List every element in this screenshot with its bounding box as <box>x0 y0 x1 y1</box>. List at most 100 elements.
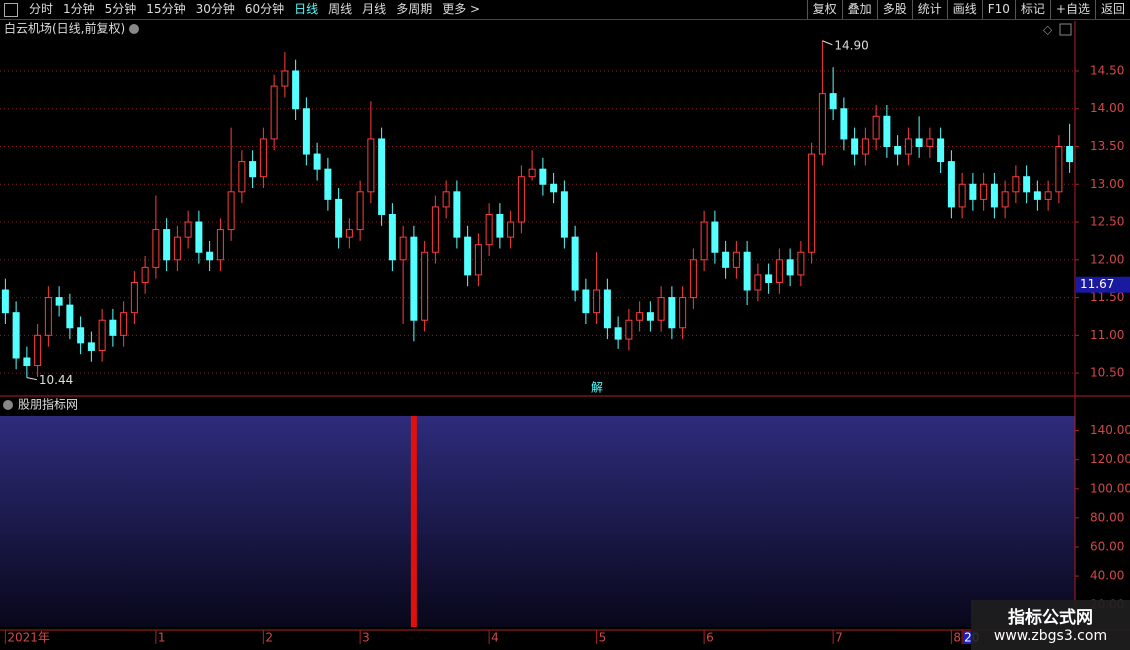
candle-body <box>195 221 203 253</box>
min-label: 10.44 <box>39 373 73 387</box>
candle-body <box>77 327 85 344</box>
period-tab[interactable]: 1分钟 <box>63 2 95 16</box>
candle-body <box>173 236 181 261</box>
candle-body <box>184 221 192 238</box>
candle-body <box>109 319 117 336</box>
dropdown-icon[interactable] <box>3 400 13 410</box>
chart-title: 白云机场(日线,前复权) <box>4 21 125 36</box>
y-tick-label: 14.00 <box>1090 101 1124 115</box>
y-tick-label: 12.50 <box>1090 215 1124 229</box>
candle-body <box>722 251 730 268</box>
candle-body <box>259 138 267 178</box>
candle-body <box>947 161 955 208</box>
candle-body <box>464 236 472 276</box>
period-tab[interactable]: 更多 > <box>442 2 481 16</box>
period-tab[interactable]: 多周期 <box>396 2 433 16</box>
candle-body <box>152 229 160 268</box>
tool-button[interactable]: F10 <box>981 0 1015 19</box>
period-tab[interactable]: 周线 <box>328 2 353 16</box>
dropdown-icon[interactable] <box>129 24 139 34</box>
pane-icon[interactable] <box>1059 23 1072 36</box>
x-tick-label: 1 <box>158 631 166 645</box>
candle-body <box>861 138 869 155</box>
indicator-title: 股朋指标网 <box>18 397 78 412</box>
y-tick-label: 11.00 <box>1090 328 1124 342</box>
candle-body <box>668 297 676 329</box>
signal-label: 解 <box>591 381 603 395</box>
candle-body <box>560 191 568 238</box>
candle-body <box>12 312 20 359</box>
candle-body <box>1044 191 1052 200</box>
period-tab[interactable]: 5分钟 <box>104 2 137 16</box>
candle-body <box>1 289 9 314</box>
candle-body <box>743 251 751 291</box>
candle-body <box>711 221 719 253</box>
tool-button[interactable]: 复权 <box>806 0 842 19</box>
period-tab[interactable]: 30分钟 <box>195 2 235 16</box>
candle-body <box>324 168 332 200</box>
candle-body <box>593 289 601 314</box>
watermark-url: www.zbgs3.com <box>993 628 1108 644</box>
y-tick-label: 13.50 <box>1090 139 1124 153</box>
period-tab[interactable]: 15分钟 <box>146 2 186 16</box>
candle-body <box>517 176 525 223</box>
candle-body <box>571 236 579 291</box>
candle-body <box>1012 176 1020 193</box>
period-tab[interactable]: 分时 <box>29 2 54 16</box>
x-tick-label: 4 <box>491 631 499 645</box>
candle-body <box>937 138 945 163</box>
max-label: 14.90 <box>834 38 868 52</box>
tool-button[interactable]: 画线 <box>946 0 982 19</box>
candle-body <box>130 281 138 314</box>
period-tab[interactable]: 日线 <box>294 2 319 16</box>
y-tick-label: 60.00 <box>1090 539 1124 553</box>
candle-body <box>410 236 418 321</box>
tool-button[interactable]: +自选 <box>1049 0 1095 19</box>
tool-button[interactable]: 多股 <box>876 0 912 19</box>
period-tab[interactable]: 月线 <box>362 2 387 16</box>
candle-body <box>227 191 235 231</box>
candle-body <box>238 161 246 193</box>
min-pointer <box>26 377 37 381</box>
y-tick-label: 12.00 <box>1090 252 1124 266</box>
candle-body <box>292 70 300 110</box>
candle-body <box>302 108 310 155</box>
diamond-icon[interactable]: ◇ <box>1043 23 1053 37</box>
candle-body <box>313 153 321 170</box>
candle-body <box>270 85 278 140</box>
tool-button[interactable]: 统计 <box>911 0 947 19</box>
y-tick-label: 10.50 <box>1090 366 1124 380</box>
tool-button[interactable]: 标记 <box>1014 0 1050 19</box>
tool-button[interactable]: 叠加 <box>841 0 877 19</box>
candle-body <box>1055 146 1063 193</box>
menu-icon[interactable] <box>4 2 18 17</box>
candle-body <box>775 259 783 283</box>
x-tick-label: 5 <box>599 631 607 645</box>
candle-body <box>66 304 74 329</box>
y-tick-label: 80.00 <box>1090 510 1124 524</box>
candle-body <box>378 138 386 215</box>
candle-body <box>249 161 257 178</box>
y-tick-label: 14.50 <box>1090 63 1124 77</box>
x-tick-label: 7 <box>835 631 843 645</box>
period-tab[interactable]: 60分钟 <box>244 2 285 16</box>
candle-body <box>55 297 63 306</box>
candle-body <box>34 334 42 367</box>
watermark: 指标公式网 www.zbgs3.com <box>971 600 1130 650</box>
candle-body <box>281 70 289 87</box>
candle-body <box>614 327 622 340</box>
candle-body <box>335 198 343 238</box>
toolbar: 分时 1分钟 5分钟 15分钟 30分钟 60分钟 日线 周线 月线 多周期 更多 > 复权 叠加 多股… <box>0 0 1130 20</box>
y-tick-label: 140.00 <box>1090 423 1130 437</box>
candle-body <box>689 259 697 299</box>
candle-body <box>894 146 902 155</box>
tool-button[interactable]: 返回 <box>1094 0 1130 19</box>
candle-body <box>603 289 611 329</box>
candle-body <box>539 168 547 185</box>
candle-body <box>958 183 966 208</box>
candle-body <box>872 115 880 140</box>
candle-body <box>657 297 665 321</box>
candle-body <box>421 251 429 321</box>
